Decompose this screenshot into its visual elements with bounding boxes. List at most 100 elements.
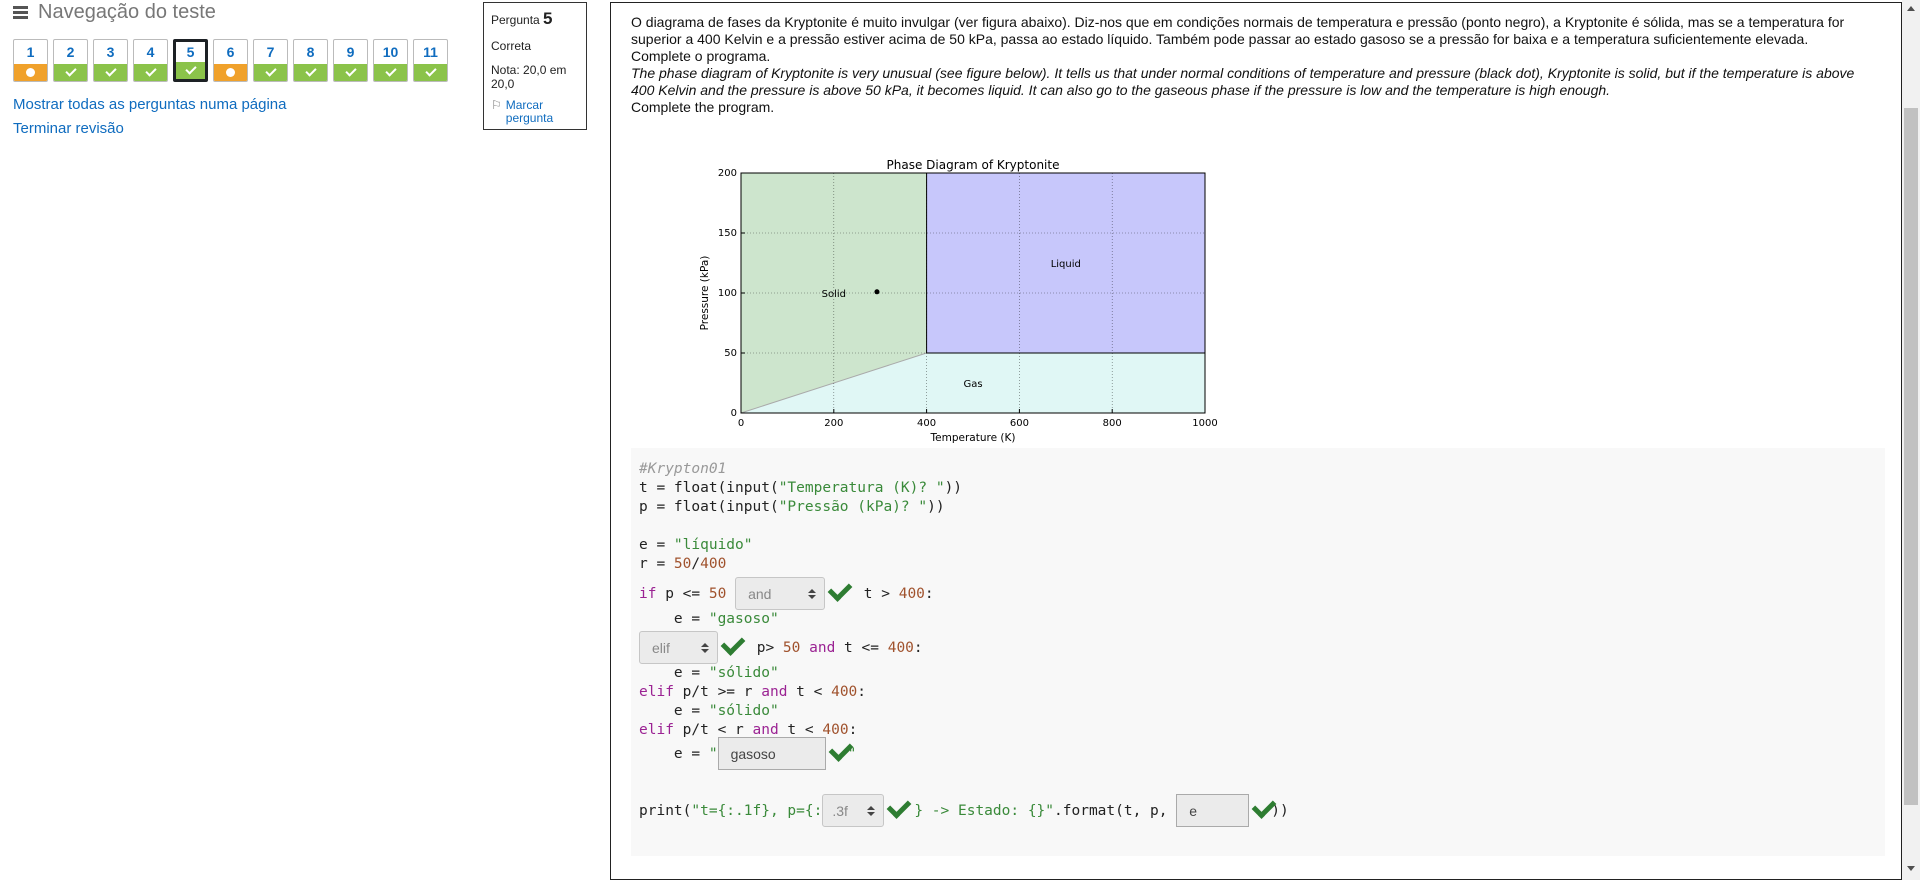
code-text: p = float(input( [639,499,779,515]
code-text: )) [1271,802,1289,819]
code-text: e = [639,537,674,553]
question-button-3[interactable]: 3 [93,39,128,82]
partial-dot-icon [26,68,35,77]
y-axis-label: Pressure (kPa) [699,256,711,331]
code-keyword: and [809,639,836,656]
y-tick-label: 150 [718,228,737,239]
code-line-elif1: elif p> 50 and t <= 400: [639,630,923,665]
question-status-correct [254,64,287,81]
question-button-number: 4 [146,44,155,60]
code-number: 400 [822,722,849,738]
code-text: t = float(input( [639,480,779,496]
blank-4-select[interactable]: .3f [822,794,885,827]
flag-question-link[interactable]: ⚐ Marcar pergunta [491,99,579,125]
question-status-correct [374,64,407,81]
correct-check-icon [720,631,746,656]
code-text: / [691,556,701,572]
code-text: e = [639,703,709,719]
code-string: "Temperatura (K)? " [778,480,945,496]
question-button-number: 6 [226,44,235,60]
question-button-number: 2 [66,44,75,60]
blank-1-select[interactable]: and [735,577,826,610]
code-number: 400 [831,684,858,700]
question-button-8[interactable]: 8 [293,39,328,82]
flag-question-label[interactable]: Marcar pergunta [505,98,554,125]
scroll-down-arrow-icon[interactable] [1907,866,1915,871]
code-line-gas: e = "gasoso" [639,607,779,631]
hamburger-icon[interactable] [13,4,28,21]
select-arrows-icon [808,588,817,599]
question-text-en: The phase diagram of Kryptonite is very … [631,65,1855,98]
blank-2-value: elif [652,639,670,656]
question-button-number: 5 [186,44,195,60]
code-text: t < [778,722,823,738]
code-string: " [847,745,857,762]
code-text: r = [639,556,674,572]
question-button-5[interactable]: 5 [173,39,208,82]
question-button-1[interactable]: 1 [13,39,48,82]
scroll-up-arrow-icon[interactable] [1907,6,1915,11]
code-number: 50 [673,556,692,572]
question-content: O diagrama de fases da Kryptonite é muit… [610,2,1902,880]
show-all-link[interactable]: Mostrar todas as perguntas numa página [13,96,287,113]
check-icon [64,65,77,77]
blank-5-input[interactable]: e [1176,794,1250,827]
question-text-pt: O diagrama de fases da Kryptonite é muit… [631,14,1845,47]
code-text: p> [748,639,783,656]
code-string: " [708,745,718,762]
blank-2-select[interactable]: elif [639,631,718,664]
code-line-comment: #Krypton01 [639,457,726,481]
blank-3-input[interactable]: gasoso [717,737,826,770]
question-grade: Nota: 20,0 em 20,0 [491,63,567,91]
question-button-11[interactable]: 11 [413,39,448,82]
region-liquid [926,173,1205,353]
question-status-correct [414,64,447,81]
code-text: : [924,585,934,602]
code-text: : [848,722,858,738]
x-tick-label: 400 [917,418,936,429]
code-text: e = [639,611,709,627]
code-string: } -> Estado: {}" [914,802,1055,819]
question-button-9[interactable]: 9 [333,39,368,82]
question-number: Pergunta 5 [491,9,579,29]
question-status-correct [134,64,167,81]
region-gas [741,353,1205,413]
flag-icon[interactable]: ⚐ [491,98,502,112]
code-string: "sólido" [708,665,779,681]
code-line-e: e = "líquido" [639,533,753,557]
nav-title-text: Navegação do teste [38,0,216,23]
code-text: t > [855,585,899,602]
question-button-4[interactable]: 4 [133,39,168,82]
finish-review-link[interactable]: Terminar revisão [13,120,124,137]
y-tick-label: 50 [724,348,737,359]
code-text: t < [787,684,832,700]
y-tick-label: 200 [718,168,737,179]
code-keyword: and [752,722,779,738]
code-string: "líquido" [673,537,753,553]
question-status-correct [334,64,367,81]
x-tick-label: 600 [1010,418,1029,429]
select-arrows-icon [867,805,876,816]
code-text: p/t >= r [673,684,762,700]
scrollbar-thumb[interactable] [1904,108,1918,805]
code-line-solid2: e = "sólido" [639,699,779,723]
code-text: print( [639,802,692,819]
code-comment: #Krypton01 [639,461,727,477]
blank-4-value: .3f [832,802,848,819]
y-tick-label: 0 [731,408,737,419]
code-string: "gasoso" [708,611,779,627]
question-status-correct [294,64,327,81]
chart-title: Phase Diagram of Kryptonite [887,158,1060,172]
x-tick-label: 0 [738,418,744,429]
question-label: Pergunta [491,13,540,27]
question-button-2[interactable]: 2 [53,39,88,82]
check-icon [344,65,357,77]
page-scrollbar[interactable] [1902,0,1920,880]
question-button-number: 11 [423,44,438,60]
quiz-navigation: Navegação do teste 1 2 3 4 5 6 7 8 9 10 11 Mostrar… [13,0,483,137]
question-button-6[interactable]: 6 [213,39,248,82]
question-button-7[interactable]: 7 [253,39,288,82]
code-keyword: elif [639,722,674,738]
question-button-10[interactable]: 10 [373,39,408,82]
question-button-number: 10 [382,44,399,60]
